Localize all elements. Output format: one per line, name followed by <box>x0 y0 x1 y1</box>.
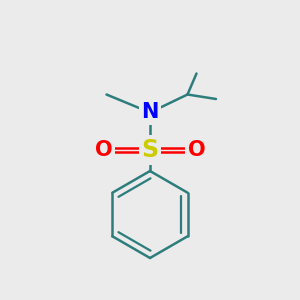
Text: S: S <box>141 138 159 162</box>
Text: N: N <box>141 103 159 122</box>
Text: O: O <box>95 140 112 160</box>
Text: O: O <box>188 140 205 160</box>
